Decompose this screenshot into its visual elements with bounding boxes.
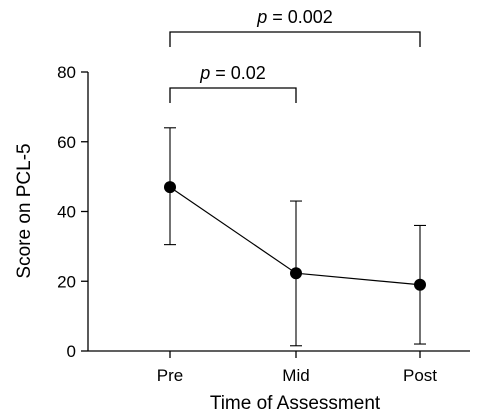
plot-area [164,127,426,347]
p-value: = 0.002 [267,7,333,27]
significance-label: p = 0.002 [256,7,333,27]
p-symbol: p [256,7,267,27]
significance-label: p = 0.02 [199,63,266,83]
x-tick-label: Post [403,366,437,385]
significance-bracket [169,31,421,47]
y-axis: 0 20 40 60 80 Score on PCL-5 [14,63,89,361]
data-point [164,181,176,194]
y-tick-label: 60 [57,133,76,152]
significance-annotations: p = 0.02p = 0.002 [169,7,421,103]
y-tick-label: 0 [67,342,76,361]
data-point [290,267,302,280]
x-tick-label: Mid [282,366,309,385]
x-ticks: Pre Mid Post [157,351,437,385]
significance-bracket [169,87,297,103]
y-tick-label: 20 [57,272,76,291]
data-point [414,278,426,291]
y-axis-title: Score on PCL-5 [14,143,35,278]
p-value: = 0.02 [210,63,266,83]
x-axis: Pre Mid Post Time of Assessment [88,350,470,414]
y-tick-label: 80 [57,63,76,82]
y-ticks: 0 20 40 60 80 [57,63,88,361]
x-axis-title: Time of Assessment [210,393,381,414]
p-symbol: p [199,63,210,83]
x-tick-label: Pre [157,366,183,385]
y-tick-label: 40 [57,203,76,222]
